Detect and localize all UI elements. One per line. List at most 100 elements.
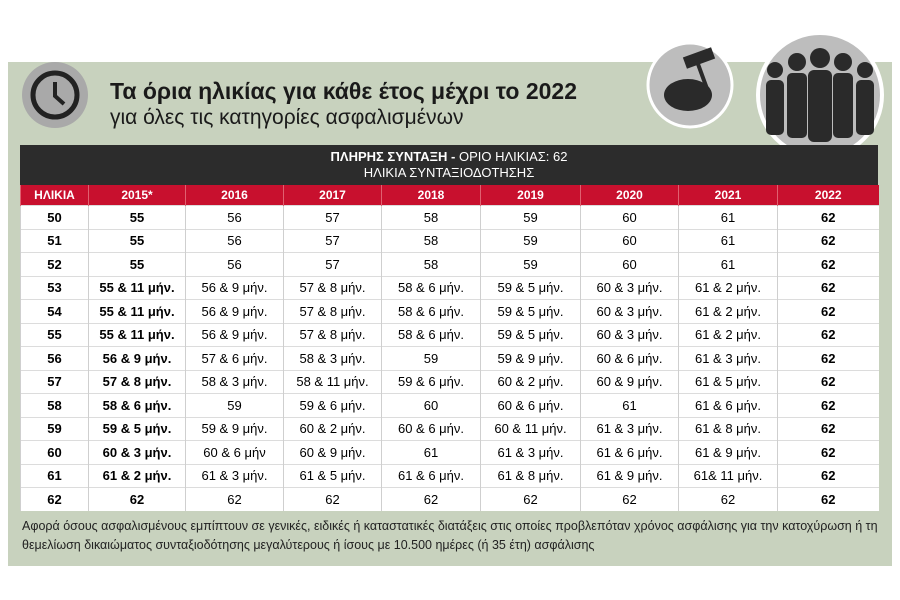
- people: [766, 48, 874, 142]
- table-cell: 56 & 9 μήν.: [88, 346, 186, 370]
- table-cell: 58: [381, 205, 481, 229]
- banner-rest: ΟΡΙΟ ΗΛΙΚΙΑΣ: 62: [458, 149, 568, 164]
- table-cell: 62: [777, 275, 879, 300]
- table-cell: 59 & 6 μήν.: [381, 369, 481, 394]
- table-cell: 59 & 9 μήν.: [185, 416, 284, 441]
- table-cell: 58 & 6 μήν.: [88, 393, 186, 417]
- table-row: 50 55 56 57 58 59 60 61 62: [20, 205, 879, 229]
- table-cell: 60 & 6 μήν.: [580, 346, 679, 370]
- table-cell: 57: [283, 228, 382, 253]
- table-cell: 55 & 11 μήν.: [88, 275, 186, 300]
- table-row: 53 55 & 11 μήν. 56 & 9 μήν. 57 & 8 μήν. 58 &…: [20, 275, 879, 300]
- table-cell: 59 & 9 μήν.: [480, 346, 581, 370]
- table-cell: 62: [777, 252, 879, 276]
- table-cell: 61 & 6 μήν.: [381, 463, 481, 488]
- table-cell: 62: [777, 463, 879, 488]
- subtitle: για όλες τις κατηγορίες ασφαλισμένων: [110, 106, 464, 129]
- table-cell: 58 & 6 μήν.: [381, 299, 481, 323]
- table-row: 60 60 & 3 μήν. 60 & 6 μήν 60 & 9 μήν. 61 61 &…: [20, 440, 879, 464]
- table-cell: 61 & 8 μήν.: [678, 416, 778, 441]
- table-cell: 61 & 6 μήν.: [678, 393, 778, 417]
- table-cell: 61 & 8 μήν.: [480, 463, 581, 488]
- table-cell: 58 & 3 μήν.: [283, 346, 382, 370]
- table-cell: 54: [20, 299, 89, 323]
- table-cell: 61 & 5 μήν.: [678, 369, 778, 394]
- column-header: 2017: [283, 185, 382, 206]
- table-cell: 57 & 8 μήν.: [283, 299, 382, 323]
- table-cell: 59: [480, 205, 581, 229]
- table-cell: 58 & 6 μήν.: [381, 322, 481, 347]
- table-cell: 58 & 6 μήν.: [381, 275, 481, 300]
- table-cell: 60: [381, 393, 481, 417]
- table-cell: 62: [480, 487, 581, 511]
- table-cell: 62: [678, 487, 778, 511]
- table-row: 56 56 & 9 μήν. 57 & 6 μήν. 58 & 3 μήν. 59 59 …: [20, 346, 879, 370]
- table-cell: 56 & 9 μήν.: [185, 299, 284, 323]
- table-cell: 61 & 2 μήν.: [678, 322, 778, 347]
- header-row: ΗΛΙΚΙΑ 2015* 2016 2017 2018 2019 2020 2021 2022: [20, 185, 879, 206]
- table-cell: 62: [777, 205, 879, 229]
- table-cell: 62: [777, 487, 879, 511]
- table-cell: 60 & 6 μήν: [185, 440, 284, 464]
- table-cell: 61: [20, 463, 89, 488]
- table-cell: 59: [20, 416, 89, 441]
- table-cell: 62: [777, 322, 879, 347]
- table-cell: 62: [381, 487, 481, 511]
- table-cell: 56: [185, 252, 284, 276]
- table-cell: 61 & 9 μήν.: [678, 440, 778, 464]
- column-header: 2016: [185, 185, 284, 206]
- table-cell: 58 & 3 μήν.: [185, 369, 284, 394]
- table-cell: 55: [88, 228, 186, 253]
- table-cell: 61 & 3 μήν.: [678, 346, 778, 370]
- table-cell: 61: [678, 252, 778, 276]
- table-cell: 53: [20, 275, 89, 300]
- table-cell: 62: [20, 487, 89, 511]
- table-cell: 60 & 9 μήν.: [283, 440, 382, 464]
- table-cell: 62: [777, 416, 879, 441]
- table-cell: 55: [88, 252, 186, 276]
- table-cell: 60 & 11 μήν.: [480, 416, 581, 441]
- table-cell: 60: [20, 440, 89, 464]
- table-cell: 62: [777, 299, 879, 323]
- table-cell: 57 & 8 μήν.: [283, 275, 382, 300]
- table-row: 51 55 56 57 58 59 60 61 62: [20, 228, 879, 253]
- table-cell: 56: [185, 205, 284, 229]
- table-cell: 60 & 6 μήν.: [480, 393, 581, 417]
- table-cell: 60 & 9 μήν.: [580, 369, 679, 394]
- table-cell: 60: [580, 228, 679, 253]
- table-row: 58 58 & 6 μήν. 59 59 & 6 μήν. 60 60 & 6 μήν. 6…: [20, 393, 879, 417]
- clock-hands: [53, 82, 66, 106]
- table-cell: 59: [185, 393, 284, 417]
- banner-sub: ΗΛΙΚΙΑ ΣΥΝΤΑΞΙΟΔΟΤΗΣΗΣ: [363, 165, 535, 180]
- table-row: 59 59 & 5 μήν. 59 & 9 μήν. 60 & 2 μήν. 60 & …: [20, 416, 879, 441]
- table-cell: 58: [381, 252, 481, 276]
- table-cell: 62: [283, 487, 382, 511]
- table-cell: 57: [283, 252, 382, 276]
- table-cell: 59 & 5 μήν.: [88, 416, 186, 441]
- table-cell: 61 & 3 μήν.: [580, 416, 679, 441]
- table-cell: 62: [777, 228, 879, 253]
- table-cell: 60 & 6 μήν.: [381, 416, 481, 441]
- table-cell: 55 & 11 μήν.: [88, 322, 186, 347]
- table-cell: 62: [777, 393, 879, 417]
- table-cell: 62: [777, 369, 879, 394]
- column-header: 2018: [381, 185, 481, 206]
- table-row: 55 55 & 11 μήν. 56 & 9 μήν. 57 & 8 μήν. 58 &…: [20, 322, 879, 347]
- table-cell: 61 & 5 μήν.: [283, 463, 382, 488]
- table-cell: 61 & 3 μήν.: [185, 463, 284, 488]
- table-cell: 59 & 5 μήν.: [480, 299, 581, 323]
- table-cell: 56: [185, 228, 284, 253]
- column-header: 2020: [580, 185, 679, 206]
- table-cell: 58: [20, 393, 89, 417]
- table-cell: 57 & 8 μήν.: [88, 369, 186, 394]
- table-cell: 60 & 3 μήν.: [580, 322, 679, 347]
- table-row: 57 57 & 8 μήν. 58 & 3 μήν. 58 & 11 μήν. 59 &…: [20, 369, 879, 394]
- table-row: 62 62 62 62 62 62 62 62 62: [20, 487, 879, 511]
- table-cell: 59: [480, 228, 581, 253]
- table-cell: 62: [88, 487, 186, 511]
- table-cell: 59: [480, 252, 581, 276]
- footnote: Αφορά όσους ασφαλισμένους εμπίπτουν σε γ…: [22, 519, 878, 552]
- table-cell: 61: [381, 440, 481, 464]
- table-cell: 59 & 5 μήν.: [480, 275, 581, 300]
